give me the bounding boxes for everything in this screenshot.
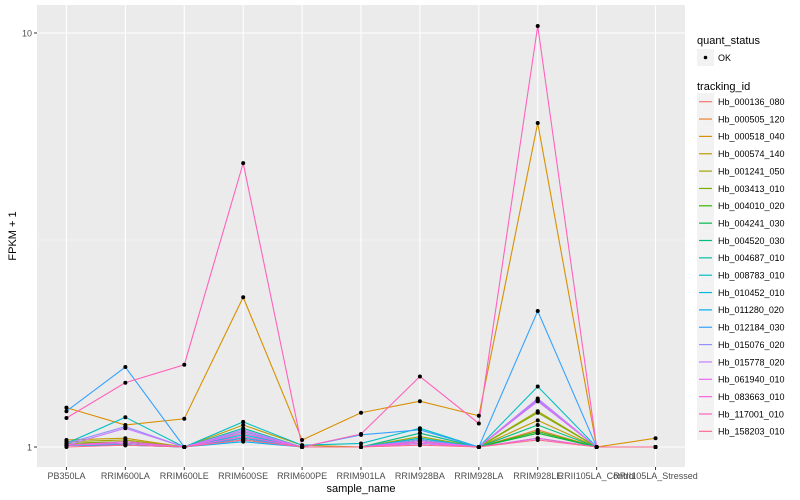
legend-label-Hb_000518_040: Hb_000518_040 xyxy=(718,132,785,142)
data-point xyxy=(535,423,540,428)
data-point xyxy=(241,427,246,432)
x-tick-label: RRIM901LA xyxy=(336,471,385,481)
data-point xyxy=(535,384,540,389)
data-point xyxy=(359,431,363,436)
data-point xyxy=(241,161,246,166)
x-axis-title: sample_name xyxy=(326,483,395,495)
shape-legend-title: quant_status xyxy=(697,35,760,47)
data-point xyxy=(182,416,187,421)
legend-label-Hb_004687_010: Hb_004687_010 xyxy=(718,253,785,263)
data-point xyxy=(417,439,422,444)
data-point xyxy=(241,434,246,439)
data-point xyxy=(64,409,69,414)
legend-label-Hb_003413_010: Hb_003413_010 xyxy=(718,184,785,194)
data-point xyxy=(123,439,128,444)
data-point xyxy=(535,309,540,314)
legend-label-Hb_010452_010: Hb_010452_010 xyxy=(718,288,785,298)
data-point xyxy=(300,437,305,442)
data-point xyxy=(417,443,422,448)
legend-label-Hb_015778_020: Hb_015778_020 xyxy=(718,357,785,367)
legend-label-Hb_000136_080: Hb_000136_080 xyxy=(718,97,785,107)
legend-label-Hb_015076_020: Hb_015076_020 xyxy=(718,340,785,350)
x-tick-label: RRIM600PE xyxy=(277,471,327,481)
data-point xyxy=(64,405,69,410)
data-point xyxy=(417,399,422,404)
data-point xyxy=(123,426,128,431)
data-point xyxy=(653,445,658,449)
data-point xyxy=(653,436,658,441)
data-point xyxy=(241,419,246,424)
data-point xyxy=(241,431,246,436)
data-point xyxy=(241,295,246,300)
data-point xyxy=(241,437,246,442)
legend-label-Hb_001241_050: Hb_001241_050 xyxy=(718,166,785,176)
legend-label-Hb_083663_010: Hb_083663_010 xyxy=(718,392,785,402)
data-point xyxy=(123,443,128,448)
data-point xyxy=(476,413,481,418)
data-point xyxy=(123,380,128,385)
legend-label-Hb_012184_030: Hb_012184_030 xyxy=(718,323,785,333)
data-point xyxy=(182,362,187,367)
data-point xyxy=(594,445,599,449)
x-tick-label: RRIM928LA xyxy=(454,471,503,481)
data-point xyxy=(182,445,187,449)
data-point xyxy=(535,23,540,28)
data-point xyxy=(64,445,69,449)
y-tick-label: 10 xyxy=(22,29,32,39)
x-tick-label: RRIM928BA xyxy=(395,471,445,481)
data-point xyxy=(417,431,422,436)
data-point xyxy=(417,374,422,379)
data-point xyxy=(123,415,128,420)
legend-label-Hb_117001_010: Hb_117001_010 xyxy=(718,409,784,419)
y-axis-title: FPKM + 1 xyxy=(7,211,19,260)
x-tick-label: RRII105LA_Stressed xyxy=(613,471,698,481)
legend-label-Hb_000505_120: Hb_000505_120 xyxy=(718,114,785,124)
data-point xyxy=(535,437,540,442)
x-tick-label: PB350LA xyxy=(47,471,85,481)
legend-label-Hb_004520_030: Hb_004520_030 xyxy=(718,236,785,246)
data-point xyxy=(535,396,540,401)
data-point xyxy=(417,427,422,432)
data-point xyxy=(64,416,69,421)
x-tick-label: RRIM600LA xyxy=(101,471,150,481)
data-point xyxy=(476,421,481,426)
data-point xyxy=(476,445,481,449)
legend-label-Hb_158203_010: Hb_158203_010 xyxy=(718,427,785,437)
legend-point-icon xyxy=(703,55,708,60)
data-point xyxy=(535,121,540,126)
color-legend-title: tracking_id xyxy=(697,81,750,93)
data-point xyxy=(300,445,305,449)
x-tick-label: RRIM600SE xyxy=(218,471,268,481)
x-tick-label: RRIM600LE xyxy=(160,471,209,481)
legend-label-Hb_004010_020: Hb_004010_020 xyxy=(718,201,785,211)
data-point xyxy=(359,410,363,415)
data-point xyxy=(535,431,540,436)
data-point xyxy=(241,423,246,428)
x-tick-label: RRII105LA_Control xyxy=(558,471,636,481)
data-point xyxy=(359,445,363,449)
legend-label: OK xyxy=(718,53,731,63)
legend-label-Hb_008783_010: Hb_008783_010 xyxy=(718,271,785,281)
y-tick-label: 1 xyxy=(27,443,32,453)
data-point xyxy=(123,365,128,370)
legend-label-Hb_011280_020: Hb_011280_020 xyxy=(718,305,784,315)
x-tick-label: RRIM928LE xyxy=(513,471,562,481)
data-point xyxy=(535,418,540,423)
legend-label-Hb_061940_010: Hb_061940_010 xyxy=(718,375,785,385)
data-point xyxy=(535,399,540,404)
data-point xyxy=(535,410,540,415)
data-point xyxy=(359,441,363,446)
legend-label-Hb_000574_140: Hb_000574_140 xyxy=(718,149,785,159)
legend-label-Hb_004241_030: Hb_004241_030 xyxy=(718,218,785,228)
